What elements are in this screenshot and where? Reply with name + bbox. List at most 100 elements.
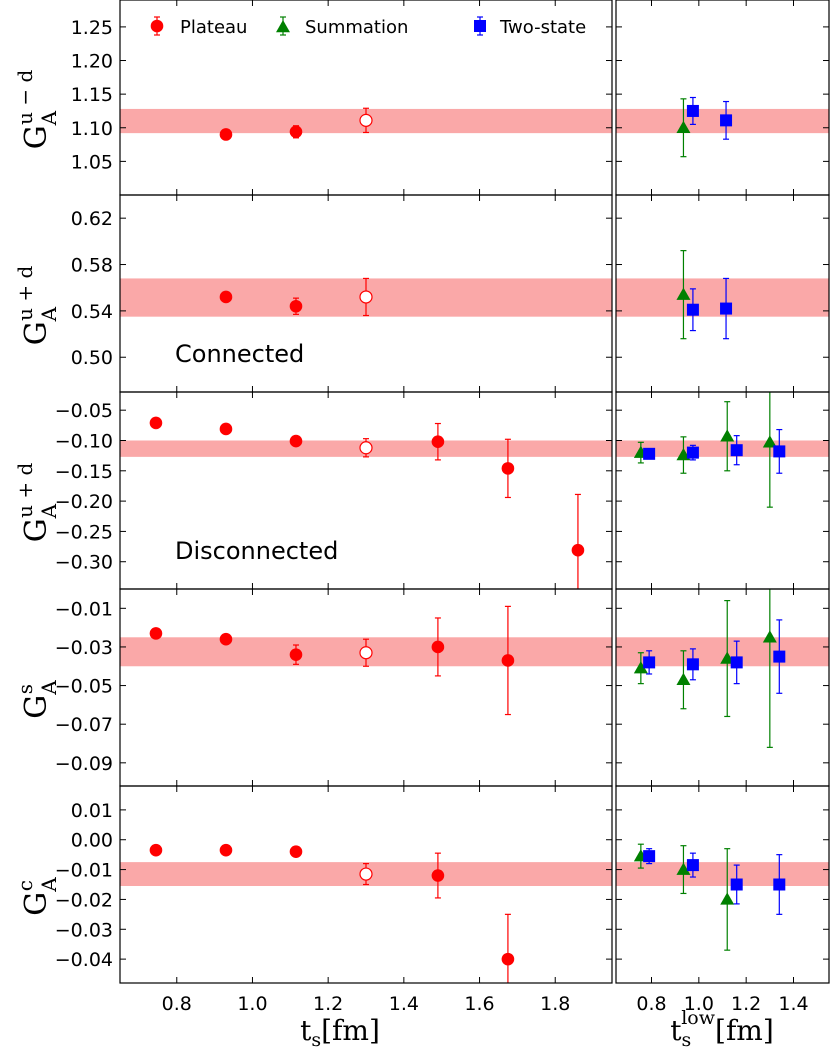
- y-axis-label: GAu + d: [13, 463, 61, 543]
- right-series: [633, 589, 786, 748]
- y-tick-label: −0.25: [55, 521, 113, 543]
- x-label-main: t: [300, 1014, 312, 1047]
- x-label-sub: s: [311, 1029, 321, 1048]
- x-label-unit: [fm]: [321, 1014, 380, 1047]
- y-tick-label: −0.03: [55, 919, 113, 941]
- y-tick-label: −0.15: [55, 461, 113, 483]
- panel-5: −0.04 −0.03 −0.02 −0.01 0.00 0.01 GAc: [13, 785, 830, 984]
- plateau-point: [359, 867, 373, 881]
- axes-frame-right: [615, 588, 830, 787]
- legend-label-summation: Summation: [305, 17, 408, 38]
- legend: Plateau Summation Two-state: [150, 16, 586, 38]
- left-series: [149, 605, 515, 716]
- plateau-point: [219, 422, 233, 436]
- plateau-point: [431, 869, 445, 882]
- y-label-main: G: [19, 125, 54, 149]
- two-state-point: [686, 104, 699, 117]
- summation-point: [762, 630, 777, 643]
- y-label-sub: A: [37, 306, 61, 322]
- two-state-point: [730, 878, 743, 891]
- x-tick-label: 1.6: [464, 993, 494, 1015]
- plateau-point: [501, 654, 515, 667]
- y-tick-label: −0.05: [55, 676, 113, 698]
- axes-frame-right: [615, 0, 830, 196]
- panel-1: 1.05 1.10 1.15 1.20 1.25 GAu − d: [13, 0, 830, 196]
- x-axis-label-right: tslow[fm]: [670, 1007, 774, 1048]
- x-tick-label: 1.2: [731, 993, 761, 1015]
- two-state-point: [643, 850, 656, 863]
- plateau-point: [359, 113, 373, 127]
- y-label-sup: u − d: [13, 70, 37, 125]
- y-tick-label: 0.54: [71, 301, 113, 323]
- y-tick-label: 0.00: [71, 830, 113, 852]
- two-state-point: [720, 302, 733, 315]
- right-series: [633, 392, 786, 508]
- plateau-point: [289, 845, 303, 858]
- plateau-point: [359, 441, 373, 455]
- two-state-point: [686, 303, 699, 316]
- plateau-point: [431, 435, 445, 449]
- x-label-unit: [fm]: [715, 1014, 774, 1047]
- y-label-sub: A: [37, 877, 61, 893]
- two-state-point: [730, 444, 743, 457]
- x-tick-label: 0.8: [162, 993, 192, 1015]
- y-tick-label: −0.07: [55, 714, 113, 736]
- summation-point: [676, 287, 691, 300]
- plateau-point: [501, 462, 515, 475]
- panel-3: −0.30 −0.25 −0.20 −0.15 −0.10 −0.05 GAu + d Dis…: [13, 391, 830, 590]
- y-tick-label: 1.20: [71, 51, 113, 73]
- y-tick-label: −0.10: [55, 430, 113, 452]
- x-tick-label: 1.2: [313, 993, 343, 1015]
- plateau-point: [289, 434, 303, 448]
- summation-point: [720, 429, 735, 442]
- two-state-point: [643, 656, 656, 669]
- two-state-point: [686, 859, 699, 872]
- panel-4: −0.09 −0.07 −0.05 −0.03 −0.01 GAs: [13, 588, 830, 787]
- legend-two-state-marker: [474, 20, 486, 32]
- plateau-point: [219, 843, 233, 857]
- left-series: [219, 277, 373, 317]
- summation-point: [676, 862, 691, 875]
- summation-point: [633, 661, 648, 674]
- y-tick-label: −0.09: [55, 753, 113, 775]
- y-tick-label: −0.02: [55, 889, 113, 911]
- summation-point: [676, 672, 691, 686]
- two-state-point: [730, 656, 743, 669]
- y-tick-label: −0.03: [55, 637, 113, 659]
- summation-point: [762, 435, 777, 448]
- plateau-point: [219, 632, 233, 646]
- y-tick-label: 1.05: [71, 151, 113, 173]
- y-tick-label: −0.05: [55, 400, 113, 422]
- plateau-point: [289, 648, 303, 661]
- y-axis-label: GAs: [13, 680, 61, 719]
- two-state-point: [643, 447, 656, 460]
- x-tick-label: 1.4: [778, 993, 808, 1015]
- two-state-point: [773, 445, 786, 458]
- x-label-sub: s: [681, 1029, 691, 1048]
- legend-summation-marker: [276, 20, 290, 33]
- two-state-point: [773, 878, 786, 891]
- y-label-main: G: [19, 892, 54, 916]
- summation-point: [676, 120, 691, 134]
- y-axis-label: GAu + d: [13, 266, 61, 346]
- plateau-point: [359, 646, 373, 660]
- y-tick-label: 0.62: [71, 208, 113, 230]
- panel-annotation: Disconnected: [175, 537, 338, 565]
- x-tick-label: 1.0: [237, 993, 267, 1015]
- y-tick-label: −0.20: [55, 491, 113, 513]
- legend-label-plateau: Plateau: [180, 17, 247, 38]
- y-tick-label: 0.01: [71, 800, 113, 822]
- y-tick-label: 0.50: [71, 347, 113, 369]
- y-tick-label: −0.01: [55, 860, 113, 882]
- y-label-sup: s: [13, 684, 37, 694]
- panel-annotation: Connected: [175, 340, 304, 368]
- y-tick-label: 1.15: [71, 84, 113, 106]
- left-series: [149, 416, 585, 589]
- x-tick-label: 1.8: [540, 993, 570, 1015]
- panel-2: 0.50 0.54 0.58 0.62 GAu + d Connected: [13, 194, 830, 393]
- y-label-sub: A: [37, 110, 61, 126]
- y-axis-label: GAc: [13, 877, 61, 916]
- two-state-point: [773, 650, 786, 663]
- plateau-point: [149, 843, 163, 857]
